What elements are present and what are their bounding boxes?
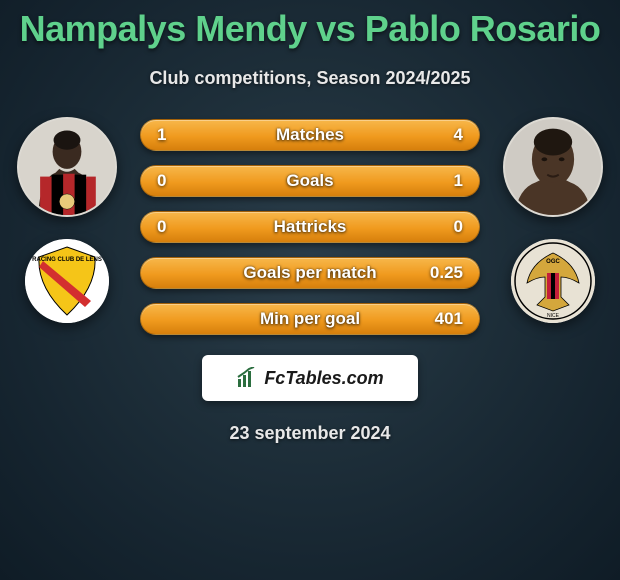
stat-left-value: 1 <box>157 125 166 145</box>
stat-left-value: 0 <box>157 217 166 237</box>
stat-right-value: 401 <box>435 309 463 329</box>
comparison-title: Nampalys Mendy vs Pablo Rosario <box>0 0 620 50</box>
stat-right-value: 4 <box>454 125 463 145</box>
player-left-avatar <box>17 117 117 217</box>
club-right-badge-svg: OGC NICE <box>511 239 595 323</box>
footer-date: 23 september 2024 <box>0 423 620 444</box>
stat-label: Goals per match <box>141 263 479 283</box>
stat-row-hattricks: 0 Hattricks 0 <box>140 211 480 243</box>
stat-row-goals-per-match: Goals per match 0.25 <box>140 257 480 289</box>
stat-row-goals: 0 Goals 1 <box>140 165 480 197</box>
stats-column: 1 Matches 4 0 Goals 1 0 Hattricks 0 Goal… <box>140 117 480 335</box>
stat-left-value: 0 <box>157 171 166 191</box>
svg-text:NICE: NICE <box>547 313 560 319</box>
player-left-avatar-svg <box>19 119 115 215</box>
player-right-avatar-svg <box>505 119 601 215</box>
brand-text: FcTables.com <box>264 368 383 389</box>
stat-row-min-per-goal: Min per goal 401 <box>140 303 480 335</box>
brand-box: FcTables.com <box>202 355 418 401</box>
season-subtitle: Club competitions, Season 2024/2025 <box>0 68 620 89</box>
stat-row-matches: 1 Matches 4 <box>140 119 480 151</box>
stat-right-value: 0 <box>454 217 463 237</box>
club-right-badge: OGC NICE <box>511 239 595 323</box>
stat-label: Min per goal <box>141 309 479 329</box>
stat-right-value: 0.25 <box>430 263 463 283</box>
infographic-root: Nampalys Mendy vs Pablo Rosario Club com… <box>0 0 620 580</box>
left-column: RACING CLUB DE LENS <box>12 117 122 323</box>
stat-label: Goals <box>141 171 479 191</box>
club-left-badge: RACING CLUB DE LENS <box>25 239 109 323</box>
svg-text:OGC: OGC <box>546 259 560 265</box>
stat-label: Matches <box>141 125 479 145</box>
svg-text:RACING CLUB DE LENS: RACING CLUB DE LENS <box>32 257 102 263</box>
right-column: OGC NICE <box>498 117 608 323</box>
stat-right-value: 1 <box>454 171 463 191</box>
player-right-avatar <box>503 117 603 217</box>
chart-icon <box>236 367 258 389</box>
club-left-badge-svg: RACING CLUB DE LENS <box>25 239 109 323</box>
main-row: RACING CLUB DE LENS 1 Matches 4 0 Goals … <box>0 117 620 335</box>
stat-label: Hattricks <box>141 217 479 237</box>
